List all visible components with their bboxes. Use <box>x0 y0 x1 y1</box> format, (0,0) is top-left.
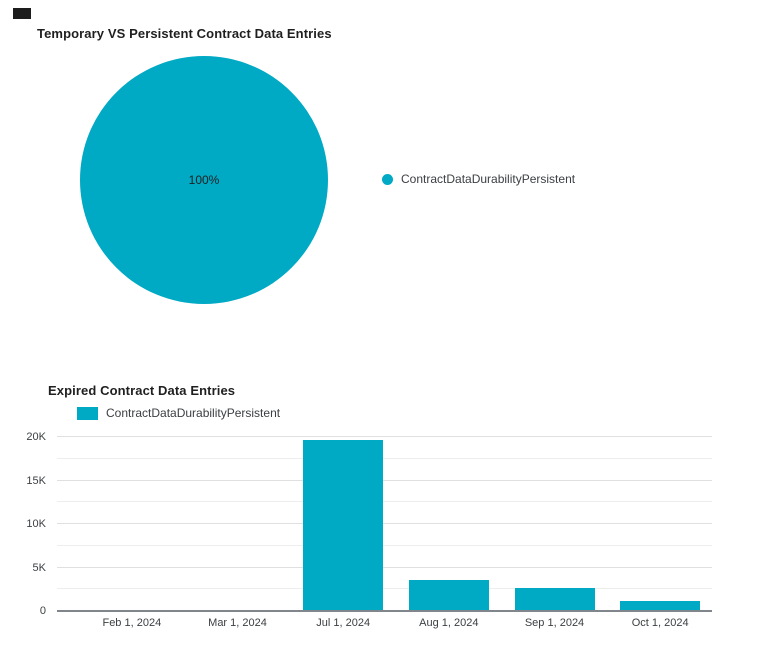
x-axis: Feb 1, 2024 Mar 1, 2024 Jul 1, 2024 Aug 1, … <box>79 617 713 629</box>
gridline <box>57 436 712 437</box>
y-axis-tick-label: 15K <box>26 474 46 487</box>
pie-chart-title: Temporary VS Persistent Contract Data En… <box>37 26 332 41</box>
bar-slot <box>290 437 396 611</box>
gridline <box>57 501 712 503</box>
bar[interactable] <box>303 440 384 611</box>
corner-artifact <box>13 8 31 19</box>
bar-chart-title: Expired Contract Data Entries <box>48 383 236 398</box>
y-axis-tick-label: 10K <box>26 518 46 530</box>
pie-slice-percentage-label: 100% <box>188 173 220 187</box>
bar-slot <box>79 437 185 611</box>
x-axis-tick-label: Oct 1, 2024 <box>631 617 689 629</box>
bar[interactable] <box>620 601 701 611</box>
bar-chart-plot-area <box>57 436 712 611</box>
x-axis-line <box>57 610 712 612</box>
bar-legend-item[interactable]: ContractDataDurabilityPersistent <box>77 406 280 420</box>
x-axis-tick-label: Feb 1, 2024 <box>102 617 162 629</box>
y-axis-tick-label: 20K <box>26 431 46 443</box>
legend-dot-icon <box>382 173 393 185</box>
y-axis-tick-label: 5K <box>32 561 46 574</box>
y-axis-tick-label: 0 <box>39 605 46 617</box>
bar-series <box>79 437 713 611</box>
bar[interactable] <box>514 588 595 611</box>
pie-slice-contractdatadurabilitypersistent[interactable]: 100% <box>80 56 328 304</box>
bar-legend-label: ContractDataDurabilityPersistent <box>106 406 281 420</box>
bar[interactable] <box>408 579 489 611</box>
bar-slot <box>185 437 291 611</box>
pie-legend-label: ContractDataDurabilityPersistent <box>401 172 576 186</box>
gridline <box>57 566 712 568</box>
x-axis-tick-label: Aug 1, 2024 <box>419 617 479 629</box>
bar-slot <box>607 437 713 611</box>
gridline <box>57 588 712 590</box>
legend-swatch-icon <box>77 406 98 420</box>
y-axis: 20K 15K 10K 5K 0 <box>0 431 46 617</box>
bar-slot <box>502 437 608 611</box>
x-axis-tick-label: Jul 1, 2024 <box>316 617 371 629</box>
gridline <box>57 523 712 524</box>
gridline <box>57 457 712 459</box>
bar-slot <box>396 437 502 611</box>
x-axis-tick-label: Sep 1, 2024 <box>524 617 585 629</box>
x-axis-tick-label: Mar 1, 2024 <box>208 617 267 629</box>
pie-legend-item[interactable]: ContractDataDurabilityPersistent <box>382 172 575 186</box>
gridline <box>57 479 712 481</box>
gridline <box>57 544 712 546</box>
